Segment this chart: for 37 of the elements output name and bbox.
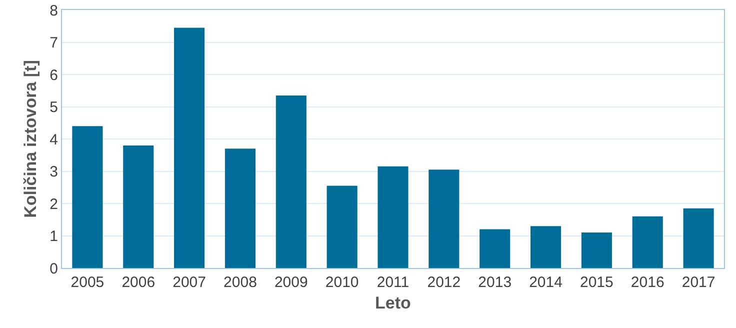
y-tick-label: 1 (50, 228, 58, 245)
x-tick-label: 2005 (70, 274, 104, 291)
x-axis-title: Leto (375, 293, 411, 312)
bar (428, 170, 460, 268)
y-axis-title: Količina iztovora [t] (21, 60, 40, 218)
x-tick-label: 2009 (274, 274, 308, 291)
bar (123, 145, 154, 268)
bar (632, 216, 663, 268)
x-tick-label: 2016 (630, 274, 664, 291)
y-tick-label: 5 (50, 99, 58, 116)
x-tick-label: 2011 (376, 274, 410, 291)
y-tick-label: 0 (50, 260, 58, 278)
y-tick-label: 4 (50, 131, 58, 148)
y-tick-label: 7 (50, 34, 58, 52)
y-tick-label: 2 (50, 196, 58, 213)
bar (480, 229, 510, 268)
x-tick-label: 2006 (122, 274, 156, 291)
y-tick-label: 8 (50, 2, 58, 20)
bar (276, 95, 306, 268)
bar (72, 126, 103, 268)
bar (683, 208, 714, 268)
bar (224, 148, 256, 268)
x-tick-label: 2015 (580, 274, 614, 291)
bar (581, 232, 612, 268)
y-tick-label: 3 (50, 164, 58, 180)
x-tick-label: 2007 (172, 274, 206, 291)
x-tick-label: 2017 (682, 274, 716, 291)
y-tick-label: 6 (50, 66, 58, 84)
x-tick-label: 2010 (325, 274, 359, 291)
x-tick-label: 2008 (224, 274, 257, 291)
bar (326, 186, 358, 268)
x-tick-label: 2014 (529, 274, 562, 291)
x-tick-label: 2012 (427, 274, 461, 291)
bar (378, 166, 408, 268)
x-tick-label: 2013 (478, 274, 512, 291)
bar (174, 28, 205, 268)
bar (530, 226, 562, 268)
